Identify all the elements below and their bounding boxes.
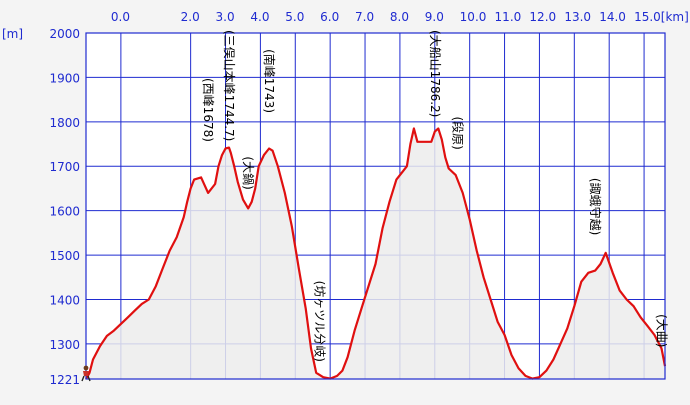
x-tick-label: 10.0 — [460, 10, 487, 24]
y-axis-unit-label: [m] — [2, 27, 23, 41]
x-tick-label: 9.0 — [425, 10, 444, 24]
x-tick-label: 5.0 — [285, 10, 304, 24]
y-tick-label: 1500 — [49, 249, 80, 263]
x-tick-label: 3.0 — [216, 10, 235, 24]
annotation-label: (大鍋) — [241, 156, 256, 189]
y-tick-label: 1221 — [49, 373, 80, 387]
annotation-label: (大曲) — [655, 314, 669, 347]
x-tick-labels: 0.0 2.0 3.0 4.0 5.0 6.0 7.0 8.0 9.0 10.0 11.0 12.0 1… — [111, 10, 689, 24]
x-tick-label: 6.0 — [320, 10, 339, 24]
x-tick-label: 4.0 — [250, 10, 269, 24]
x-tick-label: 12.0 — [529, 10, 556, 24]
x-tick-label: 7.0 — [355, 10, 374, 24]
annotation-label: (諏蛾守越) — [588, 178, 603, 235]
x-tick-label: 11.0 — [495, 10, 522, 24]
x-tick-label: 13.0 — [564, 10, 591, 24]
annotation-label: (大船山1786.2) — [428, 30, 442, 117]
hiker-icon — [81, 365, 91, 382]
y-tick-label: 1400 — [49, 293, 80, 307]
y-tick-label: 1600 — [49, 205, 80, 219]
annotation-label: (段原) — [451, 117, 466, 150]
y-tick-label: 1800 — [49, 116, 80, 130]
x-tick-label: 2.0 — [181, 10, 200, 24]
annotation-label: (南峰1743) — [262, 49, 277, 113]
annotation-layer: (西峰1678) (三俣山本峰1744.7) (大鍋) (南峰1743) (坊ヶツル分岐… — [201, 30, 668, 362]
plot-frame — [85, 32, 666, 380]
y-tick-label: 1700 — [49, 160, 80, 174]
y-tick-labels: 2000 1900 1800 1700 1600 1500 1400 1300 1221 — [49, 27, 80, 387]
x-tick-label: 8.0 — [390, 10, 409, 24]
annotation-label: (西峰1678) — [201, 78, 215, 142]
annotation-label: (三俣山本峰1744.7) — [222, 30, 236, 141]
x-tick-label: 0.0 — [111, 10, 130, 24]
elevation-area — [86, 128, 665, 379]
elevation-line — [85, 127, 667, 380]
x-tick-label: 14.0 — [599, 10, 626, 24]
annotation-label: (坊ヶツル分岐) — [313, 281, 328, 362]
x-tick-label: 15.0[km] — [634, 10, 689, 24]
series-layer — [85, 127, 667, 380]
y-tick-label: 2000 — [49, 27, 80, 41]
y-tick-label: 1900 — [49, 71, 80, 85]
y-tick-label: 1300 — [49, 338, 80, 352]
